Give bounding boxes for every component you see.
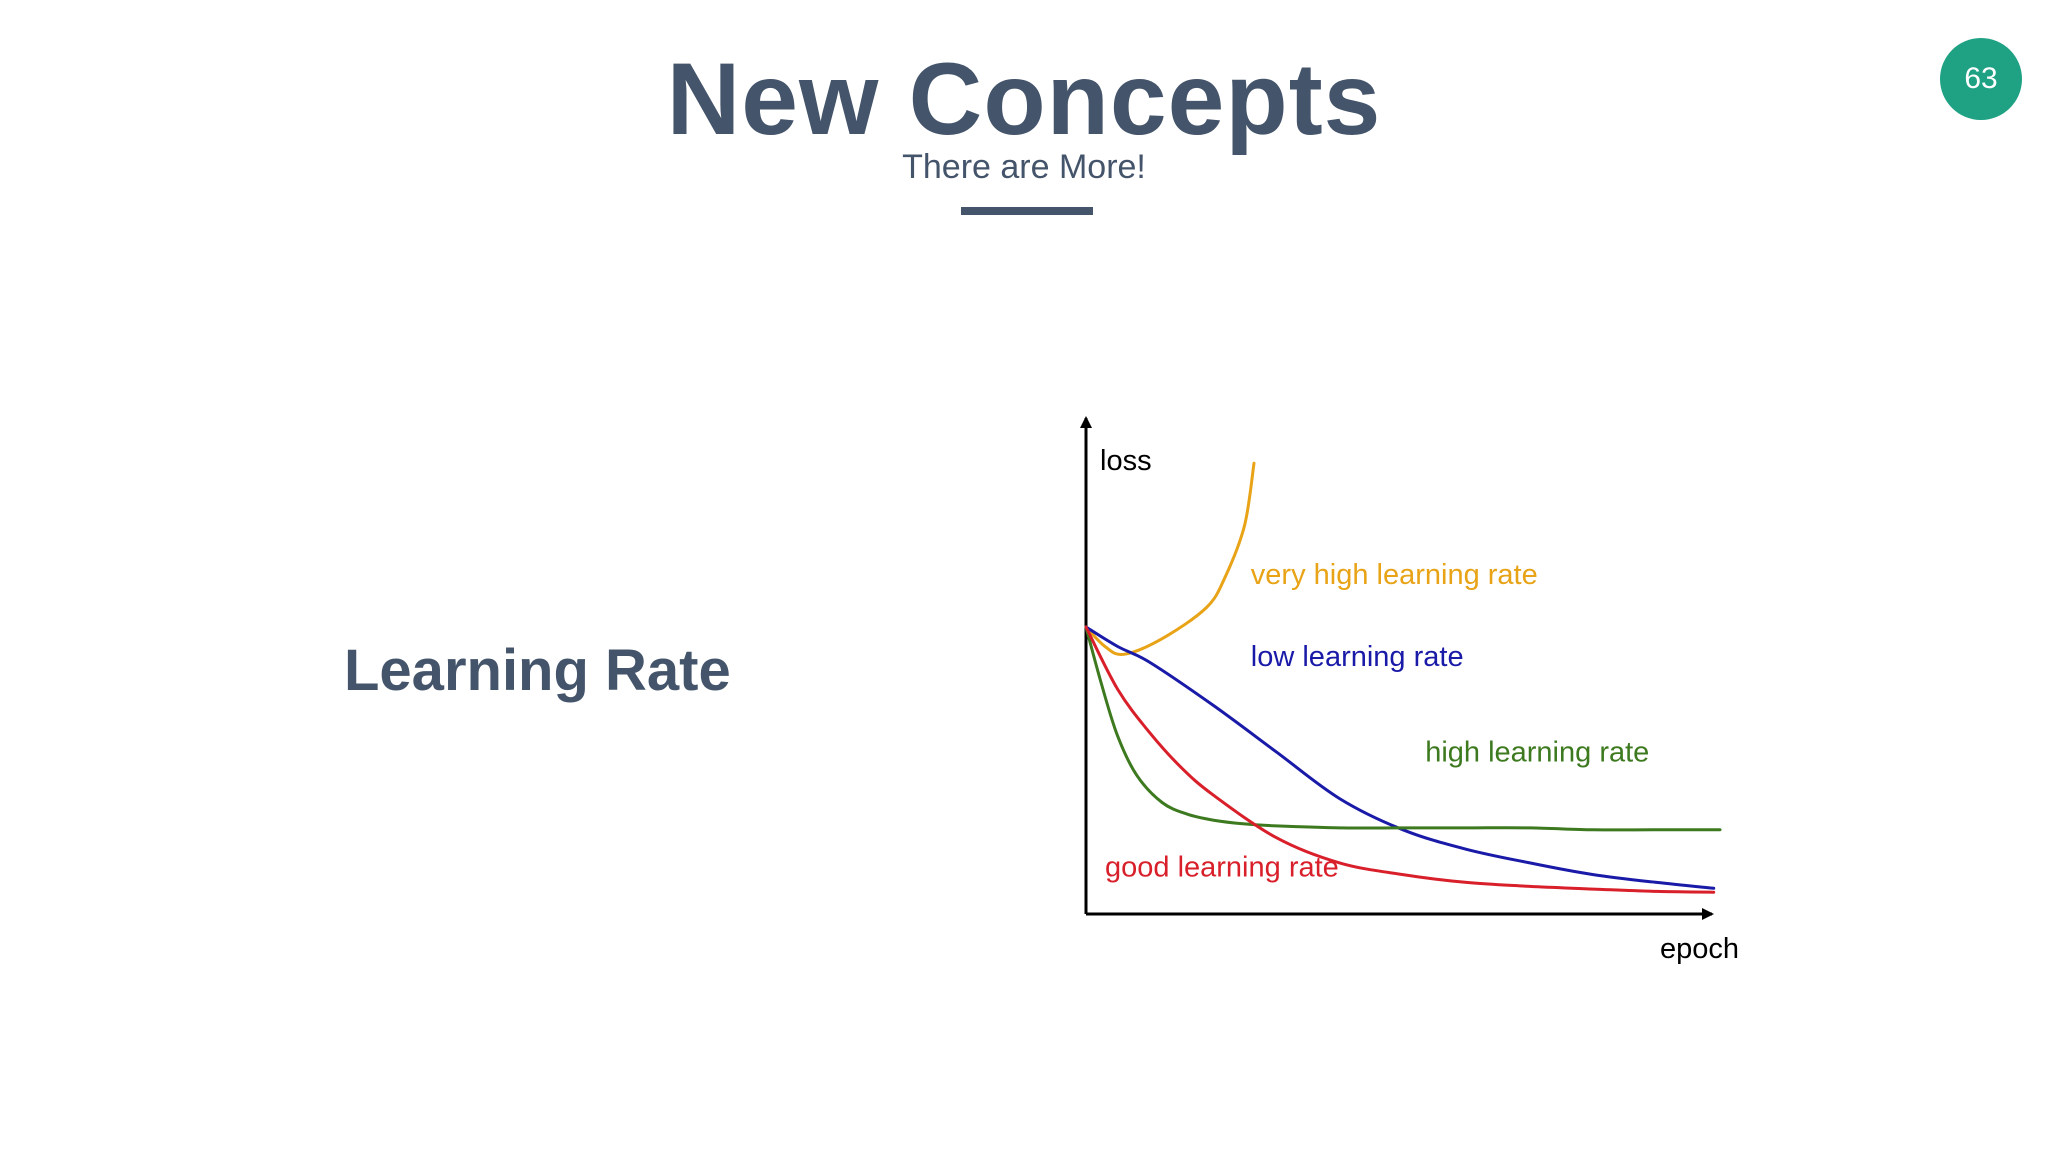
series-label-good-learning-rate: good learning rate: [1105, 852, 1339, 884]
series-label-very-high-learning-rate: very high learning rate: [1251, 559, 1538, 591]
y-axis-label: loss: [1100, 445, 1152, 477]
chart-svg: loss epoch very high learning rate low le…: [1080, 416, 1739, 965]
slide-subtitle: There are More!: [902, 148, 1146, 186]
slide-title: New Concepts: [666, 42, 1382, 156]
title-underline: [961, 207, 1093, 215]
series-layer: [1084, 461, 1722, 894]
series-label-high-learning-rate: high learning rate: [1425, 737, 1649, 769]
x-axis-label: epoch: [1660, 933, 1739, 965]
label-layer: very high learning rate low learning rate…: [1105, 559, 1649, 884]
series-line-good-learning-rate: [1084, 625, 1716, 894]
series-line-very-high-learning-rate: [1084, 461, 1256, 657]
series-label-low-learning-rate: low learning rate: [1251, 641, 1464, 673]
learning-rate-chart: loss epoch very high learning rate low le…: [1040, 380, 1740, 980]
page-number-badge: 63: [1940, 38, 2022, 120]
series-line-low-learning-rate: [1084, 625, 1716, 890]
topic-label: Learning Rate: [344, 638, 731, 703]
